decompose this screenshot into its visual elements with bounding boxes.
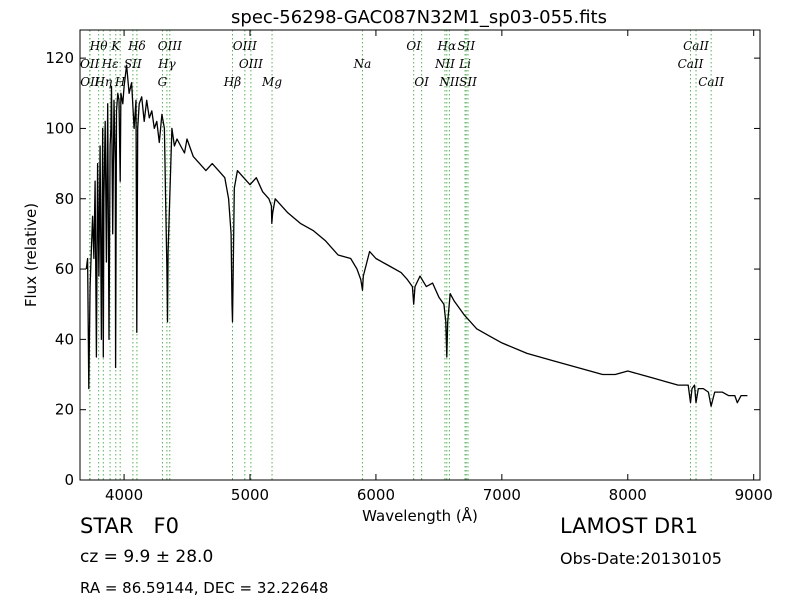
line-marker-label: Hθ bbox=[89, 39, 108, 53]
x-axis-label: Wavelength (Å) bbox=[362, 506, 478, 525]
plot-frame bbox=[79, 29, 761, 481]
line-marker-label: SII bbox=[124, 57, 142, 71]
line-marker-label: OI bbox=[406, 39, 421, 53]
line-marker-label: OIII bbox=[239, 57, 263, 71]
line-marker-label: Hη bbox=[93, 75, 112, 89]
object-class: STAR F0 bbox=[80, 514, 179, 538]
y-tick-label: 120 bbox=[45, 49, 74, 67]
line-marker-label: OI bbox=[414, 75, 429, 89]
y-axis-label: Flux (relative) bbox=[22, 203, 40, 307]
line-marker-label: NII bbox=[438, 75, 459, 89]
x-tick-label: 9000 bbox=[735, 486, 773, 504]
x-tick-label: 5000 bbox=[231, 486, 269, 504]
line-marker-label: CaII bbox=[698, 75, 724, 89]
line-marker-label: SII bbox=[457, 39, 475, 53]
axis-ticks: 4000 5000 6000 7000 8000 9000 0 20 40 60 80 100 120 bbox=[45, 30, 773, 504]
line-marker-label: Mg bbox=[261, 75, 282, 89]
chart-title: spec-56298-GAC087N32M1_sp03-055.fits bbox=[231, 7, 607, 28]
line-marker-label: K bbox=[110, 39, 121, 53]
line-marker-label: OIII bbox=[233, 39, 257, 53]
line-marker-label: Hγ bbox=[157, 57, 176, 71]
line-marker-label: Li bbox=[458, 57, 471, 71]
line-marker-label: CaII bbox=[683, 39, 709, 53]
line-marker-label: Na bbox=[353, 57, 372, 71]
observation-date: Obs-Date:20130105 bbox=[560, 549, 722, 568]
line-marker-label: OIII bbox=[158, 39, 182, 53]
ra-dec-coordinates: RA = 86.59144, DEC = 32.22648 bbox=[80, 579, 329, 597]
y-tick-label: 20 bbox=[55, 401, 74, 419]
x-tick-label: 7000 bbox=[483, 486, 521, 504]
line-marker-label: NII bbox=[434, 57, 455, 71]
line-marker-label: CaII bbox=[678, 57, 704, 71]
line-marker-label: Hβ bbox=[223, 75, 241, 89]
x-tick-label: 4000 bbox=[105, 486, 143, 504]
y-tick-label: 80 bbox=[55, 190, 74, 208]
x-tick-label: 6000 bbox=[357, 486, 395, 504]
line-marker-label: OII bbox=[80, 75, 100, 89]
y-tick-label: 100 bbox=[45, 119, 74, 137]
line-marker-label: SII bbox=[459, 75, 477, 89]
y-tick-label: 40 bbox=[55, 330, 74, 348]
line-marker-label: Hα bbox=[437, 39, 457, 53]
line-marker-label: G bbox=[158, 75, 168, 89]
y-tick-label: 0 bbox=[64, 471, 74, 489]
flux-line bbox=[85, 64, 748, 407]
y-tick-label: 60 bbox=[55, 260, 74, 278]
line-marker-label: OII bbox=[80, 57, 100, 71]
x-tick-label: 8000 bbox=[609, 486, 647, 504]
line-marker-label: Hε bbox=[101, 57, 119, 71]
line-marker-label: Hδ bbox=[127, 39, 146, 53]
survey-name: LAMOST DR1 bbox=[560, 514, 699, 538]
line-marker-label: H bbox=[114, 75, 126, 89]
redshift-cz: cz = 9.9 ± 28.0 bbox=[80, 547, 214, 567]
